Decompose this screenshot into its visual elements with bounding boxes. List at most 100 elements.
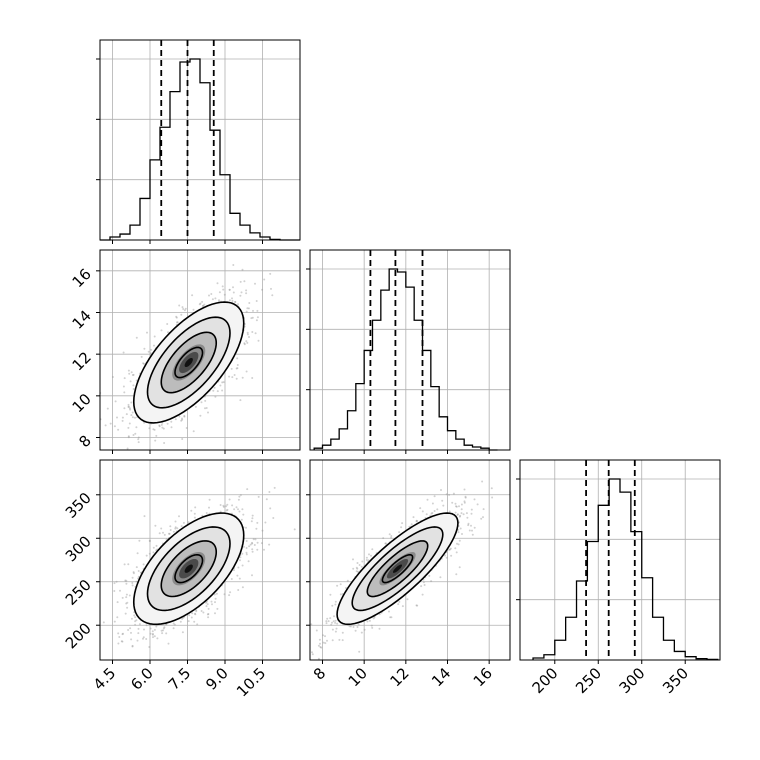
sample-point [242, 513, 245, 516]
sample-point [356, 626, 359, 628]
sample-point [388, 533, 391, 536]
sample-point [241, 564, 244, 567]
sample-point [363, 628, 366, 631]
sample-point [245, 292, 248, 295]
sample-point [192, 308, 195, 311]
sample-point [167, 642, 170, 645]
panel-frame-2-2 [519, 459, 721, 661]
sample-point [206, 603, 209, 606]
sample-point [154, 439, 157, 442]
sample-point [182, 521, 185, 524]
sample-point [433, 510, 436, 512]
sample-point [251, 377, 254, 379]
histogram-series [532, 478, 719, 660]
sample-point [228, 594, 231, 597]
sample-point [183, 415, 186, 418]
sample-point [318, 638, 321, 641]
sample-point [251, 574, 253, 577]
sample-point [430, 512, 433, 515]
sample-point [121, 416, 124, 419]
sample-point [132, 572, 135, 575]
contour-line [174, 553, 204, 584]
sample-point [326, 617, 329, 620]
contour-line [366, 540, 429, 598]
sample-point [252, 538, 255, 541]
panel-2-0-content [102, 486, 296, 648]
sample-point [205, 407, 208, 409]
sample-point [193, 516, 196, 519]
sample-point [214, 612, 216, 615]
sample-point [153, 628, 156, 631]
sample-point [135, 619, 138, 622]
sample-point [153, 335, 156, 338]
sample-point [251, 331, 254, 333]
sample-point [231, 376, 234, 379]
sample-point [201, 514, 204, 517]
sample-point [246, 333, 249, 336]
sample-point [115, 580, 118, 583]
y-tick-label: 300 [62, 532, 95, 565]
sample-point [136, 639, 139, 642]
y-tick-label: 12 [69, 348, 95, 374]
sample-point [148, 540, 151, 543]
sample-point [212, 389, 215, 392]
sample-point [255, 300, 258, 302]
sample-point [334, 630, 337, 633]
panel-frame-2-0 [99, 459, 301, 661]
sample-point [208, 506, 210, 509]
sample-point [378, 627, 381, 630]
sample-point [263, 278, 266, 281]
sample-point [137, 632, 140, 635]
sample-point [137, 627, 140, 630]
sample-point [410, 523, 413, 526]
sample-point [180, 525, 183, 528]
sample-point [491, 496, 494, 499]
sample-point [240, 518, 243, 521]
sample-point [371, 548, 374, 551]
sample-point [365, 559, 368, 561]
sample-point [168, 532, 170, 535]
sample-point [134, 623, 137, 626]
sample-point [460, 508, 463, 511]
sample-point [118, 636, 121, 638]
sample-point [178, 304, 181, 307]
sample-point [234, 300, 237, 303]
sample-point [207, 613, 210, 615]
sample-point [289, 671, 291, 673]
contour-line [132, 512, 245, 626]
sample-point [236, 574, 239, 577]
sample-point [390, 536, 393, 539]
sample-point [117, 642, 120, 645]
sample-point [211, 603, 213, 606]
sample-point [203, 303, 206, 306]
sample-point [454, 511, 457, 514]
sample-point [214, 597, 217, 600]
sample-point [455, 505, 458, 508]
sample-point [257, 339, 260, 342]
sample-point [311, 651, 313, 654]
sample-point [464, 495, 467, 498]
sample-point [415, 520, 418, 523]
sample-point [416, 604, 419, 607]
sample-point [248, 336, 250, 338]
sample-point [187, 620, 190, 623]
sample-point [128, 422, 131, 425]
sample-point [213, 593, 216, 596]
sample-point [448, 548, 451, 551]
sample-point [460, 512, 463, 515]
sample-point [271, 294, 274, 297]
sample-point [137, 438, 140, 441]
sample-point [254, 332, 257, 335]
sample-point [130, 617, 133, 620]
sample-point [256, 541, 259, 544]
sample-point [239, 556, 242, 559]
sample-point [207, 411, 209, 414]
sample-point [199, 302, 202, 305]
sample-point [134, 620, 137, 623]
sample-point [406, 598, 409, 601]
x-tick-label: 6.0 [127, 664, 157, 694]
sample-point [206, 613, 209, 616]
sample-point [490, 487, 493, 490]
contour-line [160, 331, 218, 394]
sample-point [250, 520, 253, 523]
